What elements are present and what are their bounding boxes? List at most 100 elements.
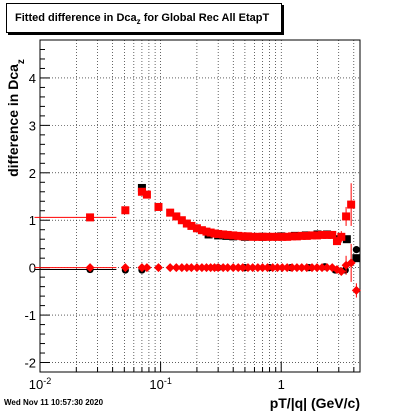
data-point-square: [121, 206, 130, 215]
data-point-diamond: [277, 263, 287, 273]
data-point-square: [263, 232, 272, 241]
data-point-diamond: [165, 263, 175, 273]
data-point-diamond: [317, 263, 327, 273]
data-point-diamond: [192, 263, 202, 273]
data-point-square: [202, 227, 211, 236]
data-point-circle: [352, 246, 360, 254]
data-point-diamond: [272, 263, 282, 273]
data-point-square: [283, 232, 292, 241]
data-point-diamond: [263, 263, 273, 273]
data-points: [34, 183, 361, 298]
y-tick-label: 2: [29, 166, 36, 181]
data-point-square: [342, 235, 351, 244]
y-tick-label: -1: [24, 308, 36, 323]
data-point-square: [86, 213, 95, 222]
data-point-diamond: [322, 263, 332, 273]
data-point-square: [253, 232, 262, 241]
data-point-square: [187, 221, 196, 230]
data-point-diamond: [312, 263, 322, 273]
data-point-square: [248, 232, 257, 241]
data-point-square: [302, 231, 311, 240]
data-point-square: [172, 212, 181, 221]
data-point-square: [347, 200, 356, 209]
data-point-square: [308, 231, 317, 240]
data-point-diamond: [142, 263, 152, 273]
data-point-square: [258, 232, 267, 241]
data-point-square: [328, 230, 337, 239]
data-point-square: [229, 231, 238, 240]
x-tick-label: 1: [278, 377, 285, 392]
data-point-diamond: [346, 258, 356, 268]
data-point-square: [243, 232, 252, 241]
data-point-square: [238, 232, 247, 241]
data-point-diamond: [292, 263, 302, 273]
timestamp: Wed Nov 11 10:57:30 2020: [4, 398, 104, 407]
data-point-square: [352, 254, 361, 263]
y-tick-label: -2: [24, 356, 36, 371]
data-point-square: [292, 232, 301, 241]
data-point-square: [154, 202, 163, 211]
chart-title-box: Fitted difference in Dcaz for Global Rec…: [6, 3, 282, 33]
data-point-diamond: [336, 266, 346, 276]
x-axis-label: pT/|q| (GeV/c): [270, 395, 360, 411]
data-point-diamond: [287, 263, 297, 273]
data-point-diamond: [307, 263, 317, 273]
data-point-square: [234, 231, 243, 240]
data-point-square: [273, 232, 282, 241]
data-point-square: [297, 231, 306, 240]
chart-title: Fitted difference in Dcaz for Global Rec…: [15, 12, 270, 27]
y-tick-label: 4: [29, 71, 36, 86]
data-point-square: [312, 231, 321, 240]
data-point-diamond: [253, 263, 263, 273]
grid-lines: [39, 40, 360, 372]
data-point-diamond: [268, 263, 278, 273]
data-point-diamond: [186, 263, 196, 273]
data-point-square: [318, 230, 327, 239]
data-point-diamond: [282, 263, 292, 273]
data-point-square: [278, 232, 287, 241]
data-point-diamond: [197, 263, 207, 273]
data-point-square: [142, 190, 151, 199]
y-tick-label: 3: [29, 118, 36, 133]
data-point-diamond: [351, 285, 361, 295]
data-point-diamond: [137, 263, 147, 273]
y-axis-label: difference in Dcaz: [5, 59, 27, 177]
data-point-diamond: [120, 263, 130, 273]
data-point-square: [337, 232, 346, 241]
data-point-diamond: [213, 263, 223, 273]
data-point-diamond: [302, 263, 312, 273]
data-point-diamond: [228, 263, 238, 273]
data-point-square: [223, 230, 232, 239]
data-point-square: [268, 232, 277, 241]
data-point-square: [166, 208, 175, 217]
data-point-square: [177, 216, 186, 225]
data-point-square: [197, 226, 206, 235]
data-point-square: [214, 229, 223, 238]
data-point-diamond: [248, 263, 258, 273]
y-tick-label: 0: [29, 261, 36, 276]
data-point-diamond: [177, 263, 187, 273]
data-point-diamond: [233, 263, 243, 273]
plot-frame: [39, 39, 361, 373]
data-point-square: [219, 230, 228, 239]
data-point-diamond: [238, 263, 248, 273]
data-point-diamond: [171, 263, 181, 273]
x-tick-label: 10-2: [29, 376, 51, 392]
data-point-diamond: [223, 263, 233, 273]
x-tick-label: 10-1: [149, 376, 171, 392]
data-point-diamond: [258, 263, 268, 273]
data-point-diamond: [218, 263, 228, 273]
data-point-diamond: [182, 263, 192, 273]
data-point-square: [182, 219, 191, 228]
data-point-diamond: [243, 263, 253, 273]
y-tick-label: 1: [29, 213, 36, 228]
data-point-diamond: [85, 263, 95, 273]
data-point-square: [323, 230, 332, 239]
data-point-square: [342, 212, 351, 221]
data-point-diamond: [297, 263, 307, 273]
data-point-square: [192, 224, 201, 233]
data-point-diamond: [153, 263, 163, 273]
data-point-square: [332, 237, 341, 246]
data-point-square: [288, 232, 297, 241]
